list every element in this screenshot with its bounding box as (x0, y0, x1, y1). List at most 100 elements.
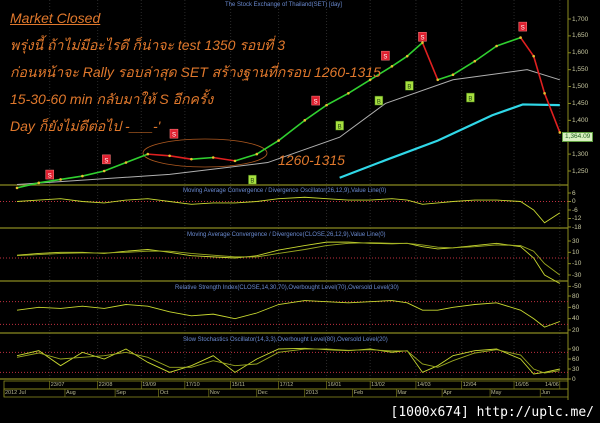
month-label: Dec (257, 390, 268, 396)
sell-signal-marker[interactable]: S (518, 21, 528, 32)
y-tick-label: 1,300 (572, 150, 589, 158)
price-segment (256, 139, 280, 155)
price-segment (82, 170, 105, 177)
sell-signal-marker[interactable]: S (311, 95, 320, 106)
price-point[interactable] (277, 139, 280, 142)
date-tick-label: 19/09 (142, 382, 157, 388)
svg-text:S: S (172, 133, 176, 139)
price-segment (421, 42, 439, 81)
mid-moving-average-line (16, 69, 560, 186)
price-segment (60, 175, 83, 181)
svg-text:S: S (48, 174, 52, 180)
price-segment (347, 79, 371, 94)
last-price-badge: 1,364.09 (562, 132, 594, 142)
svg-text:S: S (521, 26, 525, 32)
price-point[interactable] (325, 103, 328, 107)
price-point[interactable] (211, 156, 215, 159)
price-point[interactable] (81, 174, 84, 178)
month-label: Jun (541, 390, 551, 396)
market-status: Market Closed (10, 10, 101, 26)
price-segment (191, 156, 214, 160)
price-point[interactable] (15, 186, 19, 190)
y-tick-label: -50 (572, 282, 582, 290)
y-tick-label: 80 (572, 292, 580, 300)
price-point[interactable] (390, 64, 394, 68)
price-point[interactable] (233, 159, 237, 163)
price-point[interactable] (190, 157, 193, 161)
svg-text:S: S (104, 158, 108, 164)
price-point[interactable] (59, 178, 62, 181)
price-segment (369, 65, 393, 81)
sell-signal-marker[interactable]: S (418, 31, 427, 42)
price-point[interactable] (124, 161, 128, 164)
buy-signal-marker[interactable]: B (335, 120, 344, 131)
price-segment (304, 104, 328, 121)
price-segment (125, 153, 149, 164)
price-segment (437, 73, 454, 81)
sell-signal-marker[interactable]: S (169, 128, 179, 139)
price-point[interactable] (519, 36, 522, 39)
buy-signal-marker[interactable]: B (466, 92, 475, 103)
y-tick-label: 1,550 (572, 66, 589, 74)
y-tick-label: 60 (572, 303, 580, 311)
y-tick-label: 60 (572, 355, 580, 363)
y-tick-label: 1,700 (572, 15, 589, 23)
date-tick-label: 13/02 (371, 382, 385, 388)
price-point[interactable] (473, 59, 477, 63)
price-point[interactable] (37, 181, 41, 185)
chart-title: The Stock Exchange of Thailand(SET) [day… (225, 2, 342, 8)
indicator-line (16, 300, 560, 328)
price-point[interactable] (303, 119, 307, 122)
price-segment (496, 36, 521, 47)
y-tick-label: 30 (572, 237, 580, 245)
annotation-line-2: ก่อนหน้าจะ Rally รอบล่าสุด SET สร้างฐานท… (10, 64, 381, 80)
price-point[interactable] (436, 78, 440, 82)
price-point[interactable] (451, 73, 455, 77)
date-tick-label: 16/01 (327, 382, 342, 388)
buy-signal-marker[interactable]: B (248, 174, 257, 185)
price-point[interactable] (347, 92, 350, 95)
rsi-title: Relative Strength Index(CLOSE,14,30,70),… (175, 285, 399, 291)
svg-text:B: B (468, 97, 472, 103)
buy-signal-marker[interactable]: B (405, 80, 414, 91)
svg-text:B: B (377, 100, 381, 106)
annotation-line-4: Day ก็ยังไม่ดีต่อไป -___-' (10, 118, 161, 134)
y-tick-label: -30 (572, 271, 582, 279)
price-point[interactable] (495, 44, 498, 48)
macd-title: Moving Average Convergence / Divergence(… (187, 232, 386, 238)
price-point[interactable] (532, 54, 535, 58)
date-tick-label: 14/03 (416, 382, 431, 388)
price-segment (38, 178, 61, 184)
indicator-line (16, 348, 560, 374)
month-label: Aug (65, 390, 76, 396)
sell-signal-marker[interactable]: S (102, 154, 111, 165)
price-point[interactable] (421, 41, 424, 44)
price-point[interactable] (146, 152, 150, 156)
annotation-line-3: 15-30-60 min กลับมาให้ S อีกครั้ง (10, 91, 214, 107)
price-segment (147, 153, 170, 157)
price-point[interactable] (368, 78, 372, 82)
price-point[interactable] (543, 92, 546, 95)
month-label: Feb (353, 390, 364, 396)
svg-text:S: S (314, 100, 318, 106)
date-tick-label: 12/04 (462, 382, 477, 388)
y-tick-label: 1,500 (572, 83, 589, 91)
month-label: 2012 Jul (5, 390, 26, 396)
stochastic-title: Slow Stochastics Oscillator(14,3,3),Over… (183, 337, 388, 343)
price-point[interactable] (405, 54, 409, 58)
y-tick-label: 10 (572, 248, 580, 256)
price-point[interactable] (102, 169, 106, 173)
month-label: Sep (116, 390, 126, 396)
sell-signal-marker[interactable]: S (381, 50, 390, 61)
y-tick-label: 1,650 (572, 32, 589, 40)
price-segment (452, 60, 476, 76)
price-point[interactable] (255, 152, 259, 156)
date-tick-label: 17/10 (185, 382, 200, 388)
price-point[interactable] (558, 131, 562, 134)
price-segment (278, 119, 306, 142)
sell-signal-marker[interactable]: S (45, 169, 54, 180)
month-label: Mar (397, 390, 407, 396)
price-point[interactable] (168, 154, 171, 158)
buy-signal-marker[interactable]: B (374, 95, 384, 106)
